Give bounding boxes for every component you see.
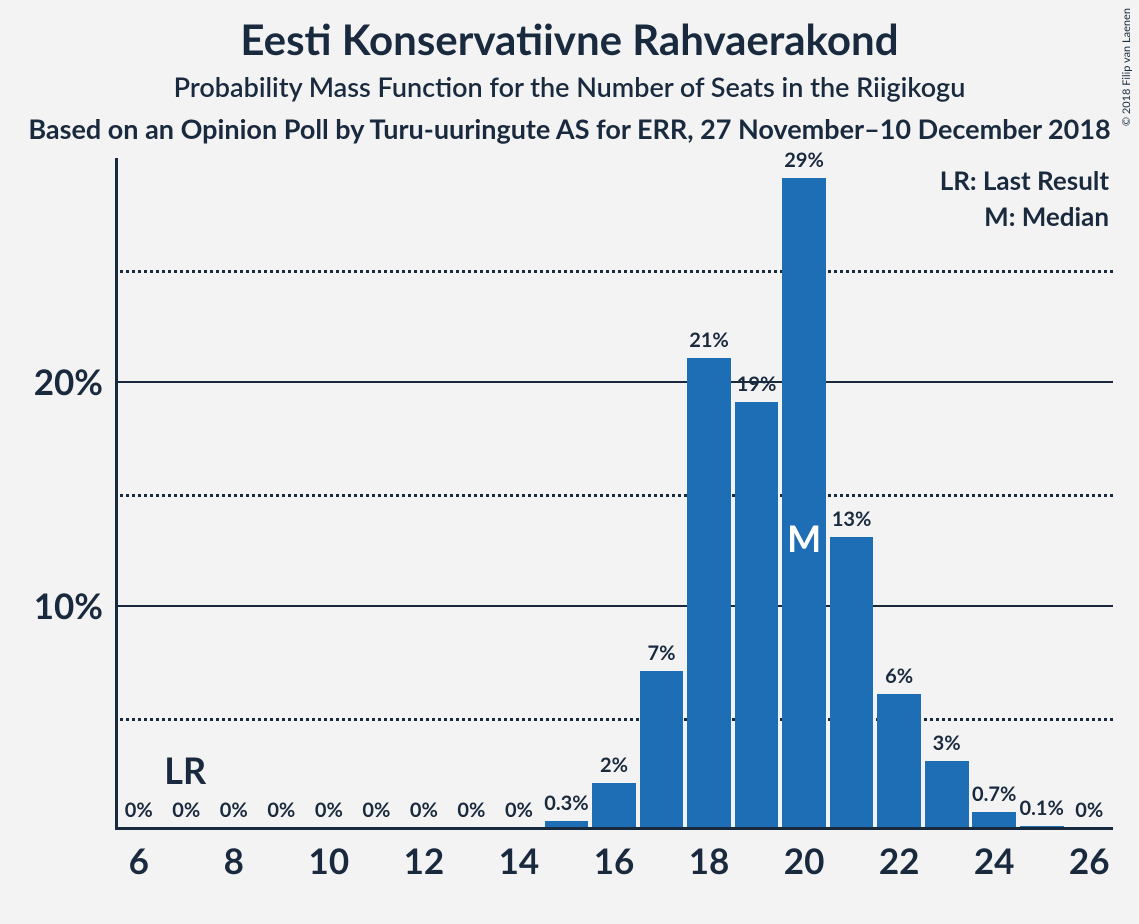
x-tick-label: 26 bbox=[1069, 830, 1110, 882]
bar-value-label: 0% bbox=[457, 798, 485, 828]
legend-median: M: Median bbox=[984, 200, 1109, 232]
bar-value-label: 0% bbox=[315, 798, 343, 828]
y-axis bbox=[115, 158, 118, 830]
gridline-dotted bbox=[115, 494, 1113, 497]
x-tick-label: 24 bbox=[974, 830, 1015, 882]
bar-value-label: 0% bbox=[267, 798, 295, 828]
marker-median: M bbox=[787, 516, 821, 560]
bar-value-label: 0% bbox=[220, 798, 248, 828]
gridline-solid bbox=[115, 381, 1113, 383]
chart-title: Eesti Konservatiivne Rahvaerakond bbox=[0, 14, 1139, 64]
bar: 7% bbox=[640, 671, 684, 828]
gridline-dotted bbox=[115, 718, 1113, 721]
bar-value-label: 0% bbox=[172, 798, 200, 828]
bar-value-label: 21% bbox=[689, 328, 729, 358]
bar: 21% bbox=[687, 358, 731, 828]
bar-value-label: 0% bbox=[505, 798, 533, 828]
legend-last-result: LR: Last Result bbox=[940, 164, 1109, 196]
bar-value-label: 7% bbox=[648, 641, 676, 671]
x-tick-label: 14 bbox=[499, 830, 540, 882]
x-tick-label: 8 bbox=[224, 830, 244, 882]
x-tick-label: 18 bbox=[689, 830, 730, 882]
bar-value-label: 6% bbox=[885, 664, 913, 694]
bar-value-label: 0.3% bbox=[544, 791, 588, 821]
y-tick-label: 10% bbox=[34, 585, 115, 627]
x-tick-label: 20 bbox=[784, 830, 825, 882]
bar: 3% bbox=[925, 761, 969, 828]
x-tick-label: 12 bbox=[404, 830, 445, 882]
y-tick-label: 20% bbox=[34, 361, 115, 403]
bar-value-label: 2% bbox=[600, 753, 628, 783]
bar-value-label: 13% bbox=[832, 507, 872, 537]
chart-container: Eesti Konservatiivne Rahvaerakond Probab… bbox=[0, 0, 1139, 924]
x-tick-label: 16 bbox=[594, 830, 635, 882]
bar-value-label: 3% bbox=[933, 731, 961, 761]
gridline-solid bbox=[115, 605, 1113, 607]
bar-value-label: 0% bbox=[410, 798, 438, 828]
bar-value-label: 0% bbox=[125, 798, 153, 828]
x-tick-label: 22 bbox=[879, 830, 920, 882]
gridline-dotted bbox=[115, 270, 1113, 273]
bar: 6% bbox=[877, 694, 921, 828]
bar: 29% bbox=[782, 178, 826, 828]
bar-value-label: 0.1% bbox=[1020, 796, 1064, 826]
x-tick-label: 6 bbox=[129, 830, 149, 882]
bar-value-label: 0% bbox=[1075, 798, 1103, 828]
plot-area: LR: Last Result M: Median 10%20%68101214… bbox=[115, 158, 1113, 830]
bar: 13% bbox=[830, 537, 874, 828]
bar-value-label: 19% bbox=[737, 372, 777, 402]
bar: 19% bbox=[735, 402, 779, 828]
x-tick-label: 10 bbox=[309, 830, 350, 882]
bar-value-label: 0.7% bbox=[972, 782, 1016, 812]
bar-value-label: 0% bbox=[362, 798, 390, 828]
bar: 0.7% bbox=[972, 812, 1016, 828]
chart-source-line: Based on an Opinion Poll by Turu-uuringu… bbox=[0, 112, 1139, 145]
chart-subtitle: Probability Mass Function for the Number… bbox=[0, 70, 1139, 103]
bar: 2% bbox=[592, 783, 636, 828]
x-axis bbox=[115, 827, 1113, 830]
marker-last-result: LR bbox=[164, 748, 206, 792]
bar-value-label: 29% bbox=[784, 148, 824, 178]
copyright-text: © 2018 Filip van Laenen bbox=[1120, 8, 1133, 126]
